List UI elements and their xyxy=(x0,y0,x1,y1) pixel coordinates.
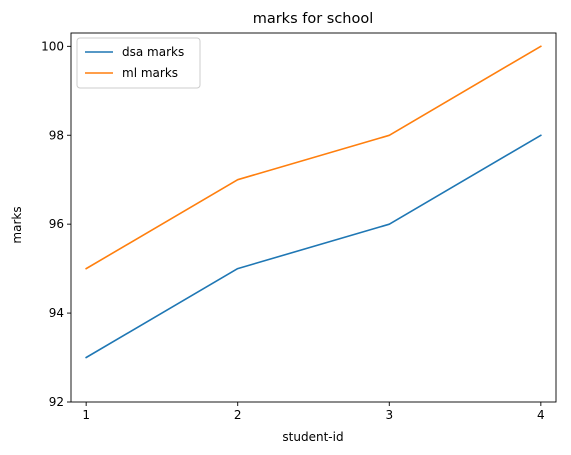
legend-label-1: ml marks xyxy=(122,66,178,80)
y-axis-label: marks xyxy=(10,206,24,243)
y-tick-label: 94 xyxy=(49,306,64,320)
x-tick-label: 3 xyxy=(385,408,393,422)
series-line-1 xyxy=(85,45,542,270)
y-tick-label: 92 xyxy=(49,395,64,409)
y-tick-label: 98 xyxy=(49,128,64,142)
legend-box xyxy=(76,37,201,89)
legend-label-0: dsa marks xyxy=(122,45,184,59)
y-tick-label: 96 xyxy=(49,217,64,231)
y-tick-label: 100 xyxy=(41,39,64,53)
plot-area: 1 2 3 4 92 94 96 98 100 dsa marks ml marks xyxy=(41,32,557,422)
x-axis-label: student-id xyxy=(282,430,343,444)
plot-frame xyxy=(70,32,557,403)
x-tick-label: 1 xyxy=(82,408,90,422)
x-tick-label: 2 xyxy=(234,408,242,422)
x-tick-label: 4 xyxy=(537,408,545,422)
chart-title: marks for school xyxy=(253,11,374,27)
series-line-0 xyxy=(85,134,542,359)
